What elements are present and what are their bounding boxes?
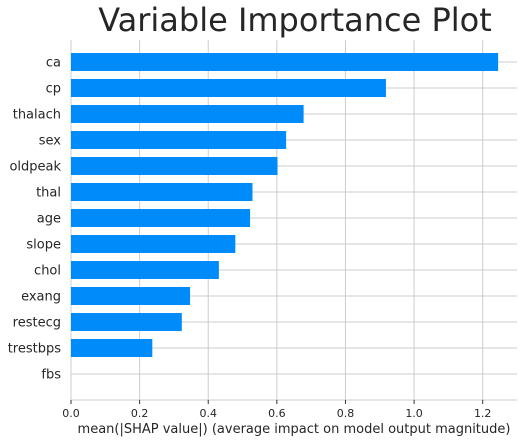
bar-exang	[71, 287, 191, 305]
category-label-ca: ca	[46, 56, 61, 71]
category-label-restecg: restecg	[13, 316, 61, 331]
bar-restecg	[71, 313, 182, 331]
x-tick-label-0.4: 0.4	[199, 407, 217, 420]
bar-sex	[71, 131, 287, 149]
category-label-slope: slope	[26, 238, 61, 253]
bar-age	[71, 209, 251, 227]
category-label-fbs: fbs	[41, 368, 61, 383]
x-axis-label: mean(|SHAP value|) (average impact on mo…	[78, 422, 511, 437]
bar-thal	[71, 183, 253, 201]
x-tick-labels: 0.0 0.2 0.4 0.6 0.8 1.0 1.2	[62, 400, 491, 420]
category-label-cp: cp	[46, 82, 61, 97]
x-tick-label-0.0: 0.0	[62, 407, 80, 420]
category-label-oldpeak: oldpeak	[9, 160, 61, 175]
bar-oldpeak	[71, 157, 278, 175]
bar-cp	[71, 79, 386, 97]
x-tick-label-1.2: 1.2	[474, 407, 492, 420]
category-label-exang: exang	[21, 290, 61, 305]
category-label-chol: chol	[34, 264, 61, 279]
x-tick-label-0.2: 0.2	[131, 407, 149, 420]
x-tick-label-0.6: 0.6	[268, 407, 286, 420]
bar-layer	[71, 53, 499, 357]
category-label-age: age	[37, 212, 61, 227]
category-label-sex: sex	[39, 134, 62, 149]
bar-ca	[71, 53, 499, 71]
bar-trestbps	[71, 339, 153, 357]
category-label-thal: thal	[36, 186, 61, 201]
category-label-trestbps: trestbps	[8, 342, 62, 357]
bar-chol	[71, 261, 219, 279]
category-labels: ca cp thalach sex oldpeak thal age slope chol exa…	[8, 56, 62, 383]
chart-title: Variable Importance Plot	[98, 1, 492, 39]
bar-thalach	[71, 105, 304, 123]
x-tick-label-0.8: 0.8	[337, 407, 355, 420]
bar-slope	[71, 235, 236, 253]
category-label-thalach: thalach	[13, 108, 61, 123]
x-tick-label-1.0: 1.0	[405, 407, 423, 420]
